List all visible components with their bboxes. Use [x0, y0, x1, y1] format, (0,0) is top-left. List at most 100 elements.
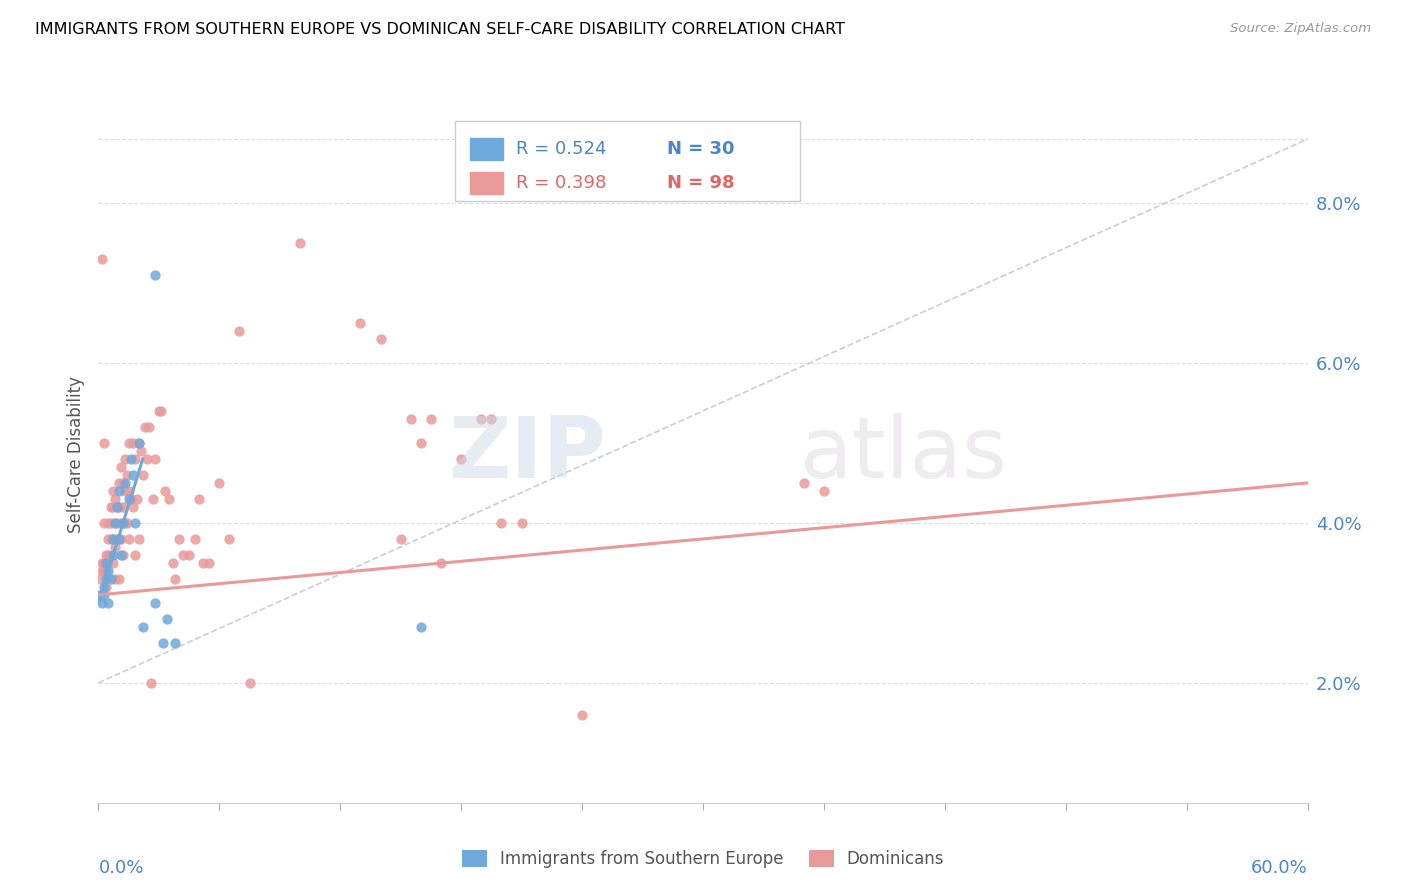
Point: [101, 500, 124, 514]
Point: [89, 572, 111, 586]
Point: [96, 564, 118, 578]
Point: [101, 483, 124, 498]
Point: [172, 548, 194, 562]
Point: [208, 475, 231, 490]
Point: [138, 420, 160, 434]
Point: [93, 580, 115, 594]
Point: [107, 475, 129, 490]
Point: [491, 516, 513, 530]
Point: [91, 564, 114, 578]
Text: 60.0%: 60.0%: [1251, 859, 1308, 877]
Point: [142, 491, 165, 506]
Point: [100, 516, 122, 530]
Point: [100, 548, 122, 562]
Point: [118, 491, 141, 506]
Text: ZIP: ZIP: [449, 413, 606, 497]
Point: [134, 420, 156, 434]
Point: [163, 572, 186, 586]
Point: [162, 556, 184, 570]
Point: [101, 548, 124, 562]
Point: [118, 532, 141, 546]
Point: [97, 516, 120, 530]
Point: [100, 532, 122, 546]
Point: [124, 451, 146, 466]
Text: N = 98: N = 98: [666, 174, 734, 192]
Point: [129, 444, 152, 458]
Point: [132, 467, 155, 482]
Point: [115, 516, 138, 530]
Point: [125, 491, 148, 506]
Point: [121, 500, 143, 514]
Point: [193, 556, 215, 570]
Point: [121, 436, 143, 450]
Point: [118, 436, 141, 450]
Point: [143, 596, 166, 610]
Point: [115, 467, 138, 482]
Point: [132, 620, 155, 634]
Point: [124, 548, 146, 562]
Point: [97, 532, 120, 546]
Point: [111, 548, 134, 562]
Text: IMMIGRANTS FROM SOUTHERN EUROPE VS DOMINICAN SELF-CARE DISABILITY CORRELATION CH: IMMIGRANTS FROM SOUTHERN EUROPE VS DOMIN…: [35, 22, 845, 37]
Point: [103, 516, 125, 530]
Point: [184, 532, 207, 546]
Point: [89, 588, 111, 602]
Point: [288, 235, 311, 250]
Point: [218, 532, 240, 546]
Point: [153, 483, 176, 498]
Point: [188, 491, 211, 506]
Point: [148, 404, 170, 418]
Point: [143, 268, 166, 282]
Point: [156, 612, 179, 626]
Point: [110, 516, 132, 530]
Text: 0.0%: 0.0%: [98, 859, 143, 877]
Point: [793, 475, 815, 490]
Point: [107, 532, 129, 546]
Point: [96, 580, 118, 594]
Point: [107, 483, 129, 498]
Y-axis label: Self-Care Disability: Self-Care Disability: [66, 376, 84, 533]
Point: [120, 491, 142, 506]
Point: [111, 516, 134, 530]
Point: [409, 436, 432, 450]
Point: [450, 451, 472, 466]
Legend: Immigrants from Southern Europe, Dominicans: Immigrants from Southern Europe, Dominic…: [456, 843, 950, 874]
Point: [481, 412, 503, 426]
Point: [103, 491, 125, 506]
Bar: [470, 172, 503, 194]
Point: [111, 475, 134, 490]
Point: [128, 436, 150, 450]
Point: [96, 572, 118, 586]
Point: [228, 324, 250, 338]
Point: [163, 636, 186, 650]
Point: [93, 436, 115, 450]
Point: [143, 451, 166, 466]
Point: [128, 532, 150, 546]
Point: [100, 572, 122, 586]
Point: [128, 436, 150, 450]
Point: [103, 516, 125, 530]
Text: N = 30: N = 30: [666, 140, 734, 158]
Point: [370, 332, 392, 346]
Point: [114, 475, 136, 490]
Point: [470, 412, 492, 426]
Text: R = 0.524: R = 0.524: [516, 140, 606, 158]
Point: [101, 532, 124, 546]
Point: [110, 459, 132, 474]
Point: [97, 556, 120, 570]
Point: [419, 412, 441, 426]
Point: [121, 467, 143, 482]
Point: [114, 483, 136, 498]
FancyBboxPatch shape: [456, 121, 800, 201]
Point: [93, 556, 115, 570]
Point: [97, 596, 120, 610]
Point: [409, 620, 432, 634]
Point: [430, 556, 453, 570]
Point: [157, 491, 180, 506]
Point: [399, 412, 422, 426]
Point: [101, 556, 124, 570]
Point: [510, 516, 533, 530]
Point: [105, 500, 128, 514]
Point: [97, 548, 120, 562]
Point: [103, 572, 125, 586]
